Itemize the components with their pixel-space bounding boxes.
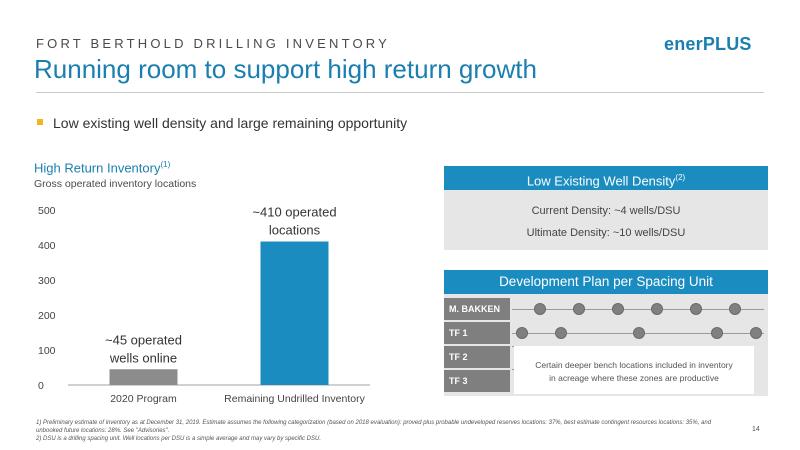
header-divider xyxy=(36,92,764,93)
logo-text-ener: ener xyxy=(664,34,703,54)
inventory-bar-chart: 0 100 200 300 400 500 2020 Program ~45 operated… xyxy=(38,205,370,405)
density-title-footnote: (2) xyxy=(675,173,686,182)
density-panel-title: Low Existing Well Density xyxy=(526,173,676,189)
y-tick-label: 200 xyxy=(38,310,56,322)
well-dot-icon xyxy=(612,303,624,315)
bar xyxy=(260,241,329,385)
bar-data-label: ~45 operated xyxy=(105,332,182,347)
density-panel-body: Current Density: ~4 wells/DSU Ultimate D… xyxy=(444,190,768,250)
bar-data-label: locations xyxy=(269,223,321,238)
inventory-chart-title: High Return Inventory(1) xyxy=(34,160,170,175)
deeper-bench-note: Certain deeper bench locations included … xyxy=(518,359,750,385)
bar-data-label: wells online xyxy=(109,350,177,365)
deeper-note-line-2: in acreage where these zones are product… xyxy=(549,373,719,383)
x-category-label: Remaining Undrilled Inventory xyxy=(224,393,365,405)
inventory-chart-subtitle: Gross operated inventory locations xyxy=(34,178,197,190)
row-label-tf1: TF 1 xyxy=(444,322,510,344)
bar-data-label: ~410 operated xyxy=(252,205,336,220)
row-label-tf2: TF 2 xyxy=(444,346,510,368)
page-title: Running room to support high return grow… xyxy=(34,54,537,84)
well-dot-icon xyxy=(750,327,762,339)
row-label-m-bakken: M. BAKKEN xyxy=(444,298,510,320)
m-bakken-row-line xyxy=(512,309,764,310)
deeper-bench-note-box xyxy=(514,346,754,394)
well-dot-icon xyxy=(729,303,741,315)
well-dot-icon xyxy=(651,303,663,315)
inventory-chart-title-text: High Return Inventory xyxy=(34,160,161,176)
key-message-bullet: Low existing well density and large rema… xyxy=(53,115,408,131)
row-label-tf3: TF 3 xyxy=(444,370,510,392)
well-dot-icon xyxy=(516,327,528,339)
inventory-title-footnote: (1) xyxy=(160,160,171,169)
density-panel-header: Low Existing Well Density(2) xyxy=(444,166,768,190)
y-tick-label: 0 xyxy=(38,380,44,392)
current-density-text: Current Density: ~4 wells/DSU xyxy=(531,205,681,217)
deeper-note-line-1: Certain deeper bench locations included … xyxy=(535,360,733,370)
dev-plan-header: Development Plan per Spacing Unit xyxy=(444,270,768,294)
section-kicker: FORT BERTHOLD DRILLING INVENTORY xyxy=(36,36,391,51)
x-category-label: 2020 Program xyxy=(110,393,177,405)
enerplus-logo: enerPLUS xyxy=(664,34,752,55)
well-dot-icon xyxy=(555,327,567,339)
footnotes: 1) Preliminary estimate of inventory as … xyxy=(36,419,726,443)
well-dot-icon xyxy=(573,303,585,315)
page-number: 14 xyxy=(752,426,760,433)
well-dot-icon xyxy=(633,327,645,339)
well-dot-icon xyxy=(690,303,702,315)
well-dot-icon xyxy=(534,303,546,315)
bar xyxy=(109,369,178,385)
footnote-1: 1) Preliminary estimate of inventory as … xyxy=(36,420,712,434)
footnote-2: 2) DSU is a drilling spacing unit. Well … xyxy=(36,436,322,442)
well-dot-icon xyxy=(711,327,723,339)
ultimate-density-text: Ultimate Density: ~10 wells/DSU xyxy=(526,227,686,239)
y-tick-label: 500 xyxy=(38,205,56,217)
y-tick-label: 300 xyxy=(38,275,56,287)
y-tick-label: 400 xyxy=(38,240,56,252)
logo-text-plus: PLUS xyxy=(702,34,752,54)
bullet-square-icon xyxy=(37,119,43,125)
y-tick-label: 100 xyxy=(38,345,56,357)
